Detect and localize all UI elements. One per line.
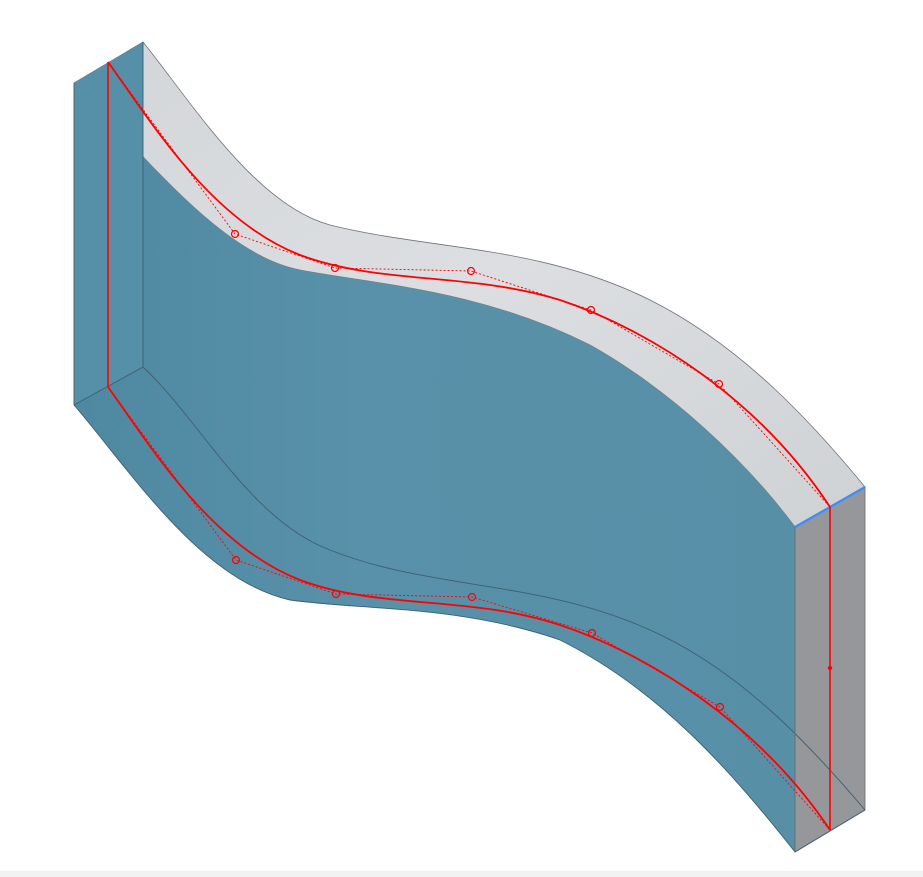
control-point[interactable] xyxy=(586,305,596,315)
front-face[interactable] xyxy=(74,83,795,852)
top-control-points[interactable] xyxy=(230,229,724,389)
control-point[interactable] xyxy=(466,266,476,276)
control-point[interactable] xyxy=(230,229,240,239)
bottom-control-polygon xyxy=(107,386,831,831)
control-point[interactable] xyxy=(330,263,340,273)
edge-bottom-back-curve xyxy=(142,366,866,811)
control-point[interactable] xyxy=(231,555,241,565)
top-control-polygon xyxy=(107,61,831,508)
model-edges xyxy=(73,42,866,853)
profile-midpoint[interactable] xyxy=(827,665,833,671)
control-point[interactable] xyxy=(714,379,724,389)
control-point[interactable] xyxy=(587,628,597,638)
edge-end-bottom xyxy=(794,809,866,853)
status-strip xyxy=(0,871,923,877)
control-point[interactable] xyxy=(715,702,725,712)
control-point[interactable] xyxy=(331,589,341,599)
bottom-spline-curve[interactable] xyxy=(107,386,831,831)
top-spline-curve[interactable] xyxy=(107,61,831,508)
bottom-control-points[interactable] xyxy=(231,555,725,712)
edge-bottom-front-curve xyxy=(73,404,796,853)
control-point[interactable] xyxy=(467,592,477,602)
sketch-curves[interactable] xyxy=(107,61,831,831)
